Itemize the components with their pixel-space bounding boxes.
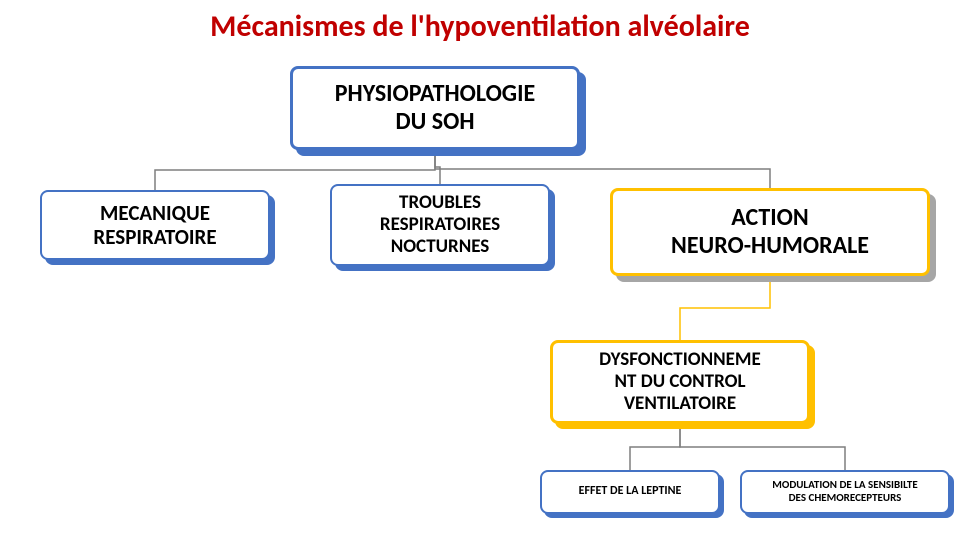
node-label: PHYSIOPATHOLOGIE DU SOH <box>335 80 535 135</box>
node-modул: MODULATION DE LA SENSIBILTE DES CHEMOREC… <box>740 470 950 514</box>
node-dysf: DYSFONCTIONNEME NT DU CONTROL VENTILATOI… <box>550 340 810 424</box>
node-label: EFFET DE LA LEPTINE <box>579 485 682 499</box>
node-label: MODULATION DE LA SENSIBILTE DES CHEMOREC… <box>772 479 917 504</box>
node-action: ACTION NEURO-HUMORALE <box>610 188 930 276</box>
node-mech: MECANIQUE RESPIRATOIRE <box>40 190 270 260</box>
edge-action-dysf <box>680 276 770 340</box>
node-label: MECANIQUE RESPIRATOIRE <box>93 201 216 249</box>
edge-dysf-modул <box>680 424 845 470</box>
node-label: ACTION NEURO-HUMORALE <box>671 204 869 259</box>
node-label: DYSFONCTIONNEME NT DU CONTROL VENTILATOI… <box>599 349 761 415</box>
node-label: TROUBLES RESPIRATOIRES NOCTURNES <box>380 192 500 258</box>
node-root: PHYSIOPATHOLOGIE DU SOH <box>290 66 580 150</box>
page-title: Mécanismes de l'hypoventilation alvéolai… <box>0 8 960 45</box>
node-troubles: TROUBLES RESPIRATOIRES NOCTURNES <box>330 184 550 266</box>
node-leptine: EFFET DE LA LEPTINE <box>540 470 720 514</box>
edge-dysf-leptine <box>630 424 680 470</box>
